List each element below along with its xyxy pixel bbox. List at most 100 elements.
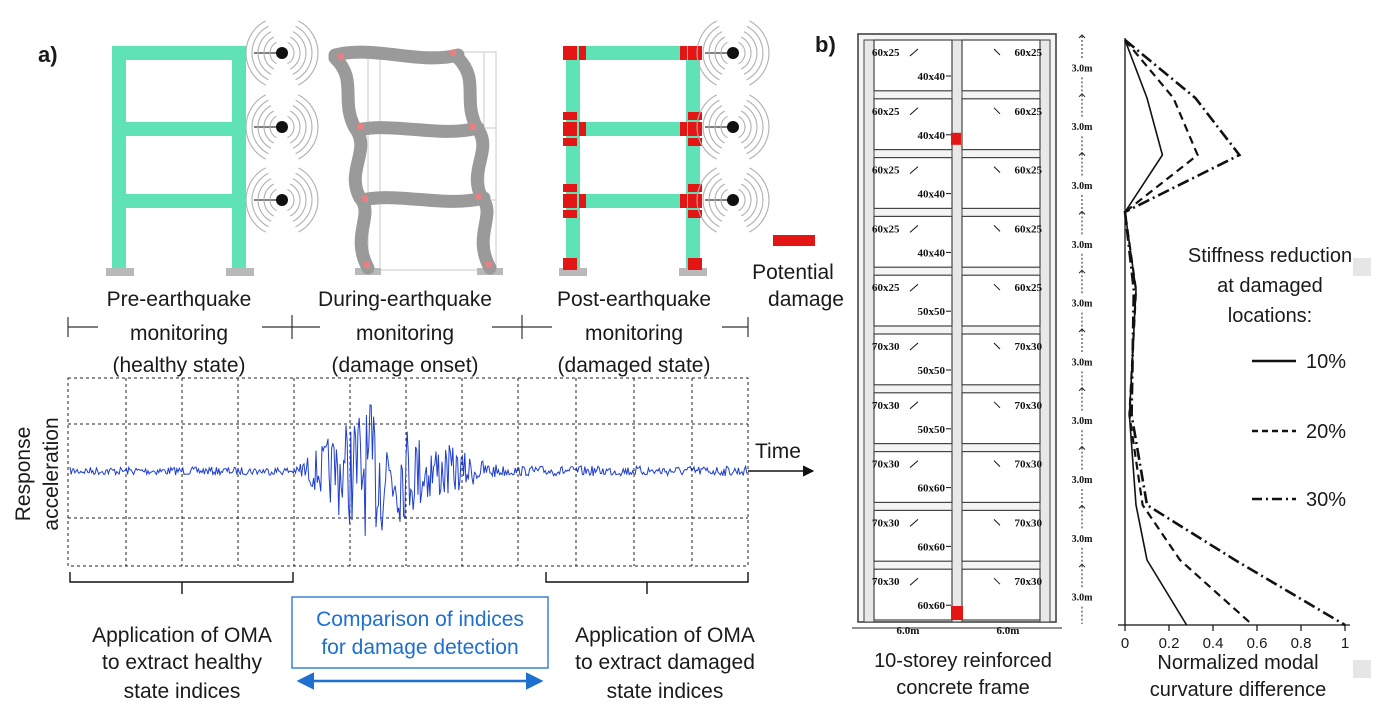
stage-2-line2: monitoring: [356, 322, 454, 345]
comparison-caption-line2: for damage detection: [321, 636, 518, 659]
frame-caption-line2: concrete frame: [896, 677, 1029, 699]
stage-divider-line: [67, 315, 749, 339]
beam-label-left: 70x30: [872, 517, 900, 529]
storey-7: 70x30 70x30 50x50 3.0m: [872, 387, 1094, 448]
deformed-frame: [328, 45, 503, 275]
left-brace: [69, 572, 294, 594]
beam-label-right: 70x30: [1015, 341, 1043, 353]
chart-x-label-line2: curvature difference: [1150, 679, 1326, 701]
storey-height-label: 3.0m: [1072, 122, 1094, 133]
healthy-frame: [106, 46, 254, 276]
storey-5: 60x25 60x25 50x50 3.0m: [872, 269, 1094, 330]
beam-label-left: 70x30: [872, 459, 900, 471]
legend-entry-20: 20%: [1306, 421, 1346, 443]
column-label: 50x50: [918, 424, 946, 436]
storey-height-label: 3.0m: [1072, 299, 1094, 310]
beam-label-left: 70x30: [872, 576, 900, 588]
x-tick-label: 1: [1341, 635, 1349, 652]
stage-2-line3: (damage onset): [331, 354, 478, 377]
right-caption-line3: state indices: [607, 680, 724, 703]
right-brace: [545, 572, 749, 594]
column-label: 60x60: [918, 600, 946, 612]
bay-width-left: 6.0m: [897, 625, 920, 637]
beam-label-right: 70x30: [1015, 400, 1043, 412]
sensor-6: [696, 167, 770, 233]
beam-label-right: 60x25: [1015, 165, 1043, 177]
storey-1: 60x25 60x25 40x40 3.0m: [872, 34, 1093, 95]
comparison-box: [291, 596, 549, 669]
frame-caption-line1: 10-storey reinforced: [874, 650, 1052, 672]
damage-marker-upper: [951, 132, 961, 145]
damage-legend-swatch: [773, 235, 815, 246]
column-label: 50x50: [918, 306, 946, 318]
legend-entry-30: 30%: [1306, 489, 1346, 511]
x-axis-label: Time: [755, 440, 801, 463]
bay-width-right: 6.0m: [997, 625, 1020, 637]
sensor-icons: [245, 20, 770, 233]
storey-3: 60x25 60x25 40x40 3.0m: [872, 151, 1094, 213]
storey-height-label: 3.0m: [1072, 357, 1094, 368]
legend-title-line3: locations:: [1228, 305, 1313, 327]
series-line-20pct: [1123, 39, 1254, 626]
sensor-5: [696, 94, 770, 160]
stage-3-line1: Post-earthquake: [557, 288, 711, 311]
panel-b-label: b): [815, 32, 836, 57]
storey-height-label: 3.0m: [1072, 593, 1094, 604]
beam-label-right: 60x25: [1015, 106, 1043, 118]
beam-label-left: 60x25: [872, 223, 900, 235]
storey-height-label: 3.0m: [1072, 416, 1094, 427]
placeholder-square-1: [1353, 258, 1371, 276]
sensor-4: [696, 20, 770, 86]
stage-1-line2: monitoring: [130, 322, 228, 345]
beam-label-right: 60x25: [1015, 223, 1043, 235]
legend-title-line2: at damaged: [1217, 275, 1323, 297]
column-label: 50x50: [918, 365, 946, 377]
series-line-30pct: [1123, 38, 1346, 627]
x-tick-label: 0.8: [1291, 635, 1312, 652]
x-tick-label: 0.2: [1159, 635, 1180, 652]
storey-10: 70x30 70x30 60x60 3.0m: [872, 563, 1094, 624]
x-tick-label: 0: [1121, 635, 1129, 652]
panel-a-label: a): [38, 42, 58, 67]
x-tick-label: 0.4: [1203, 635, 1224, 652]
stage-3-line2: monitoring: [585, 322, 683, 345]
left-caption-line2: to extract healthy: [102, 651, 262, 674]
column-label: 40x40: [918, 130, 946, 142]
chart-legend: Stiffness reduction at damaged locations…: [1188, 245, 1352, 511]
stage-3-line3: (damaged state): [558, 354, 711, 377]
beam-label-right: 70x30: [1015, 459, 1043, 471]
beam-label-left: 60x25: [872, 47, 900, 59]
beam-label-left: 60x25: [872, 106, 900, 118]
comparison-caption-line1: Comparison of indices: [316, 608, 524, 631]
beam-label-left: 60x25: [872, 282, 900, 294]
storey-height-label: 3.0m: [1072, 534, 1094, 545]
damage-legend-line2: damage: [768, 288, 844, 311]
storey-height-label: 3.0m: [1072, 475, 1094, 486]
sensor-1: [245, 20, 319, 86]
column-label: 60x60: [918, 483, 946, 495]
beam-label-left: 70x30: [872, 400, 900, 412]
legend-title-line1: Stiffness reduction: [1188, 245, 1352, 267]
series-line-10pct: [1124, 39, 1188, 626]
x-tick-label: 0.6: [1247, 635, 1268, 652]
stage-2-line1: During-earthquake: [318, 288, 492, 311]
signal-plot: [67, 377, 815, 567]
storey-8: 70x30 70x30 60x60 3.0m: [872, 445, 1094, 507]
storey-6: 70x30 70x30 50x50 3.0m: [872, 328, 1094, 389]
storey-height-label: 3.0m: [1072, 181, 1094, 192]
beam-label-right: 60x25: [1015, 282, 1043, 294]
y-axis-label-line2: acceleration: [40, 417, 63, 530]
left-caption-line3: state indices: [124, 680, 241, 703]
sensor-2: [245, 94, 319, 160]
sensor-3: [245, 167, 319, 233]
stage-labels: Pre-earthquake monitoring (healthy state…: [107, 288, 711, 377]
beam-label-left: 70x30: [872, 341, 900, 353]
damage-marker-base: [951, 606, 963, 620]
storey-2: 60x25 60x25 40x40 3.0m: [872, 93, 1094, 154]
stage-1-line3: (healthy state): [112, 354, 245, 377]
damage-legend-line1: Potential: [752, 261, 834, 284]
curvature-chart: 0 0.2 0.4 0.6 0.8 1: [1118, 38, 1350, 652]
beam-label-right: 70x30: [1015, 576, 1043, 588]
